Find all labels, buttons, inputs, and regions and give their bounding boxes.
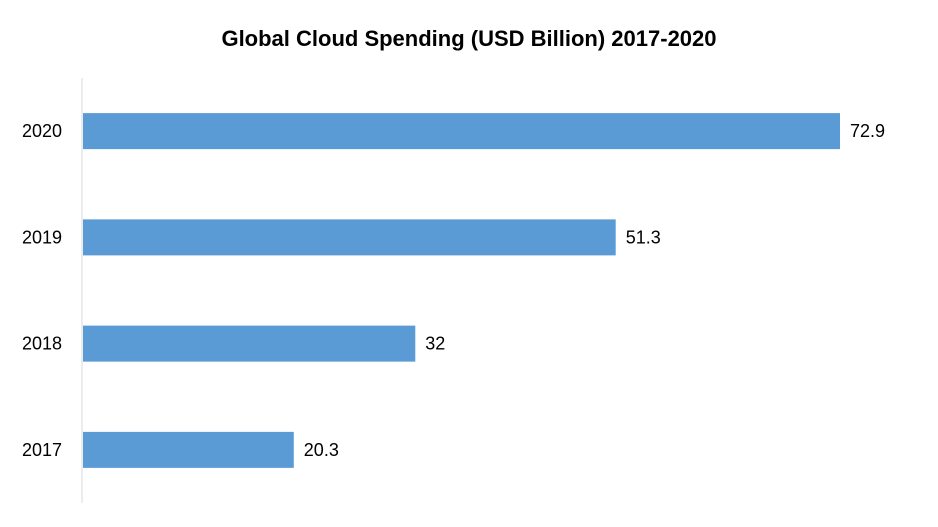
y-tick-label-2018: 2018 — [22, 334, 62, 354]
bar-2018 — [83, 326, 415, 362]
y-tick-label-2017: 2017 — [22, 440, 62, 460]
bar-chart: Global Cloud Spending (USD Billion) 2017… — [0, 0, 938, 527]
data-label-2019: 51.3 — [626, 227, 661, 247]
bars-group: 2017 20.3 2018 32 2019 51.3 2020 72.9 — [22, 113, 885, 468]
data-label-2017: 20.3 — [304, 440, 339, 460]
bar-2019 — [83, 219, 616, 255]
y-tick-label-2019: 2019 — [22, 227, 62, 247]
chart-title: Global Cloud Spending (USD Billion) 2017… — [221, 26, 716, 51]
data-label-2018: 32 — [425, 334, 445, 354]
data-label-2020: 72.9 — [850, 121, 885, 141]
y-tick-label-2020: 2020 — [22, 121, 62, 141]
chart-container: Global Cloud Spending (USD Billion) 2017… — [0, 0, 938, 527]
bar-2017 — [83, 432, 294, 468]
bar-2020 — [83, 113, 840, 149]
